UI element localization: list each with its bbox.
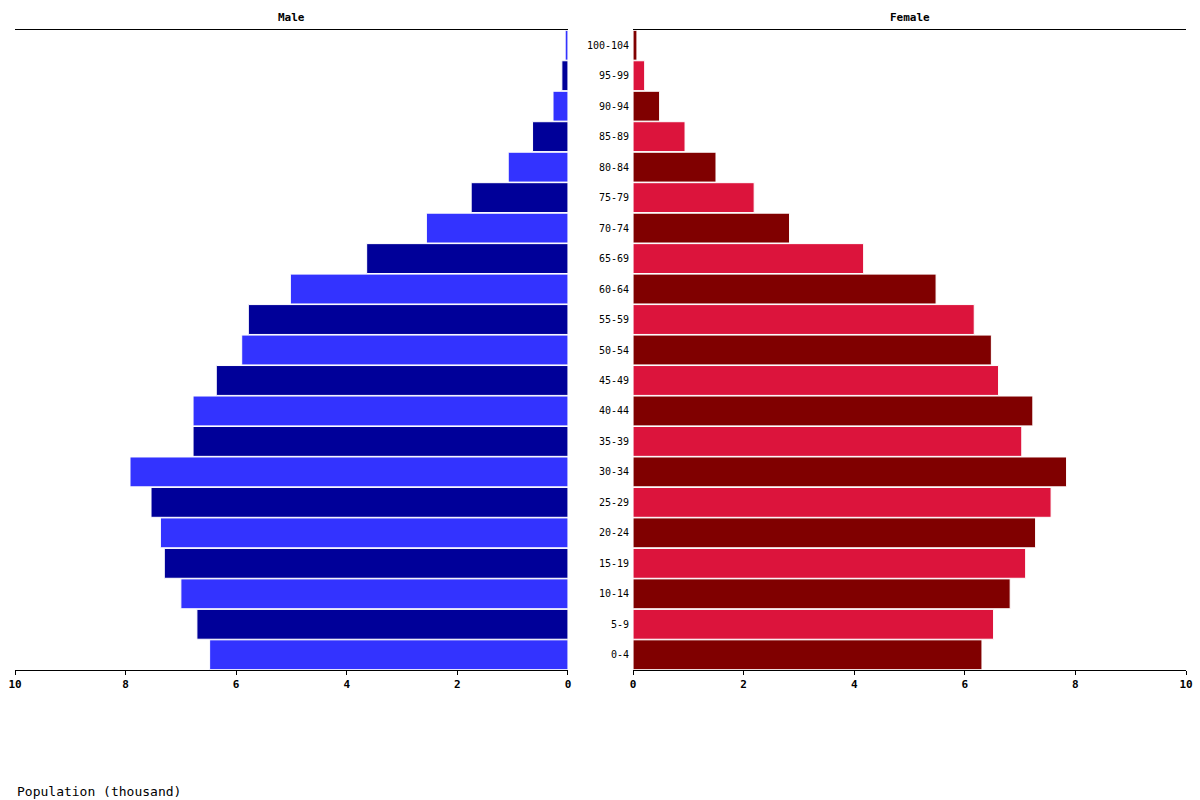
svg-text:60-64: 60-64 [599, 284, 629, 295]
svg-text:15-19: 15-19 [599, 558, 629, 569]
svg-text:Female: Female [890, 11, 930, 24]
svg-text:25-29: 25-29 [599, 497, 629, 508]
svg-text:50-54: 50-54 [599, 345, 629, 356]
svg-text:80-84: 80-84 [599, 162, 629, 173]
svg-text:65-69: 65-69 [599, 253, 629, 264]
svg-text:35-39: 35-39 [599, 436, 629, 447]
svg-text:75-79: 75-79 [599, 192, 629, 203]
svg-text:40-44: 40-44 [599, 405, 629, 416]
svg-text:10-14: 10-14 [599, 588, 629, 599]
svg-text:4: 4 [343, 678, 350, 691]
svg-text:2: 2 [740, 678, 747, 691]
svg-text:100-104: 100-104 [587, 40, 629, 51]
svg-text:45-49: 45-49 [599, 375, 629, 386]
svg-text:20-24: 20-24 [599, 527, 629, 538]
svg-text:8: 8 [122, 678, 129, 691]
svg-text:0-4: 0-4 [611, 649, 629, 660]
svg-text:70-74: 70-74 [599, 223, 629, 234]
svg-text:30-34: 30-34 [599, 466, 629, 477]
svg-text:0: 0 [630, 678, 637, 691]
svg-text:55-59: 55-59 [599, 314, 629, 325]
svg-text:8: 8 [1072, 678, 1079, 691]
svg-text:2: 2 [454, 678, 461, 691]
svg-text:0: 0 [565, 678, 572, 691]
svg-text:Male: Male [278, 11, 305, 24]
svg-text:10: 10 [1179, 678, 1192, 691]
svg-text:6: 6 [233, 678, 240, 691]
svg-text:4: 4 [851, 678, 858, 691]
svg-text:Population (thousand): Population (thousand) [17, 784, 181, 799]
svg-text:95-99: 95-99 [599, 70, 629, 81]
svg-text:85-89: 85-89 [599, 131, 629, 142]
svg-text:10: 10 [8, 678, 21, 691]
svg-text:5-9: 5-9 [611, 619, 629, 630]
svg-text:6: 6 [962, 678, 969, 691]
svg-text:90-94: 90-94 [599, 101, 629, 112]
